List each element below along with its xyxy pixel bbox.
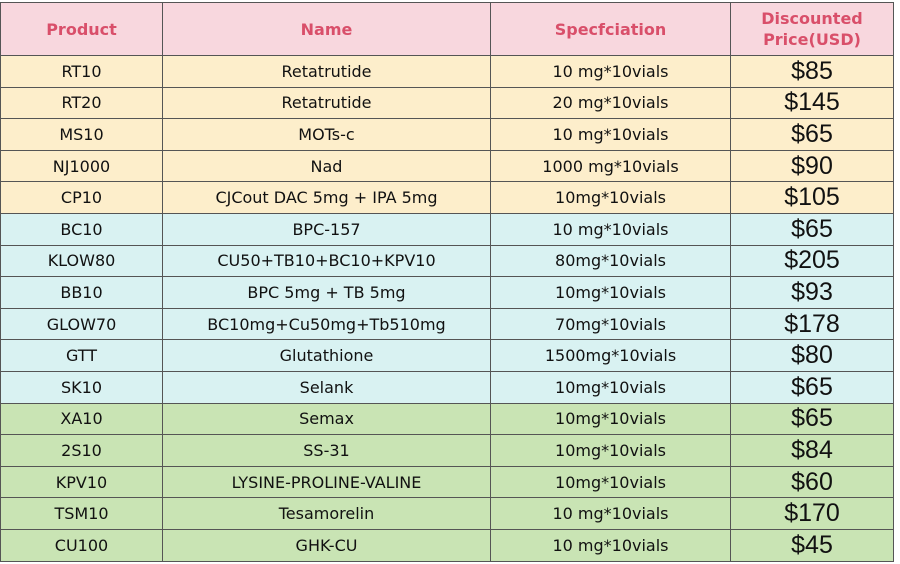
product-name: Retatrutide (162, 55, 491, 88)
price: $65 (730, 212, 894, 246)
price: $84 (730, 434, 894, 467)
price: $65 (730, 402, 894, 436)
product-code: TSM10 (0, 497, 163, 530)
price: $170 (730, 497, 894, 530)
price: $80 (730, 339, 894, 372)
product-name: CU50+TB10+BC10+KPV10 (162, 244, 491, 278)
specification: 10mg*10vials (490, 370, 731, 404)
product-name: BC10mg+Cu50mg+Tb510mg (162, 307, 491, 341)
table-row: SK10 Selank 10mg*10vials $65 (0, 370, 894, 404)
product-name: Nad (162, 149, 491, 183)
product-name: SS-31 (162, 434, 491, 467)
header-cell: Specfciation (490, 2, 731, 56)
table-row: KPV10 LYSINE-PROLINE-VALINE 10mg*10vials $6… (0, 465, 894, 499)
table-row: BB10 BPC 5mg + TB 5mg 10mg*10vials $93 (0, 276, 894, 309)
price: $90 (730, 149, 894, 183)
product-code: BB10 (0, 276, 163, 309)
product-name: Retatrutide (162, 86, 491, 120)
table-row: KLOW80 CU50+TB10+BC10+KPV10 80mg*10vials $2… (0, 244, 894, 278)
product-code: GLOW70 (0, 307, 163, 341)
price: $105 (730, 181, 894, 214)
product-code: GTT (0, 339, 163, 372)
price: $45 (730, 528, 894, 562)
product-name: BPC-157 (162, 212, 491, 246)
table-row: TSM10 Tesamorelin 10 mg*10vials $170 (0, 497, 894, 530)
product-code: RT10 (0, 55, 163, 88)
table-row: BC10 BPC-157 10 mg*10vials $65 (0, 212, 894, 246)
specification: 10 mg*10vials (490, 55, 731, 88)
price: $85 (730, 55, 894, 88)
specification: 10 mg*10vials (490, 528, 731, 562)
table-row: 2S10 SS-31 10mg*10vials $84 (0, 434, 894, 467)
product-code: KPV10 (0, 465, 163, 499)
price: $178 (730, 307, 894, 341)
price: $205 (730, 244, 894, 278)
product-name: MOTs-c (162, 118, 491, 151)
specification: 1500mg*10vials (490, 339, 731, 372)
table-row: GLOW70 BC10mg+Cu50mg+Tb510mg 70mg*10vials $… (0, 307, 894, 341)
specification: 10mg*10vials (490, 402, 731, 436)
table-row: CP10 CJCout DAC 5mg + IPA 5mg 10mg*10vials… (0, 181, 894, 214)
specification: 10mg*10vials (490, 181, 731, 214)
product-code: BC10 (0, 212, 163, 246)
specification: 80mg*10vials (490, 244, 731, 278)
header-cell: Name (162, 2, 491, 56)
product-code: RT20 (0, 86, 163, 120)
price: $65 (730, 370, 894, 404)
product-name: CJCout DAC 5mg + IPA 5mg (162, 181, 491, 214)
table-row: RT20 Retatrutide 20 mg*10vials $145 (0, 86, 894, 120)
price: $145 (730, 86, 894, 120)
product-name: Semax (162, 402, 491, 436)
product-code: 2S10 (0, 434, 163, 467)
product-code: KLOW80 (0, 244, 163, 278)
product-name: Selank (162, 370, 491, 404)
specification: 10mg*10vials (490, 434, 731, 467)
product-name: BPC 5mg + TB 5mg (162, 276, 491, 309)
price: $93 (730, 276, 894, 309)
table-row: CU100 GHK-CU 10 mg*10vials $45 (0, 528, 894, 562)
product-name: LYSINE-PROLINE-VALINE (162, 465, 491, 499)
specification: 10 mg*10vials (490, 118, 731, 151)
specification: 10 mg*10vials (490, 497, 731, 530)
specification: 20 mg*10vials (490, 86, 731, 120)
table-row: NJ1000 Nad 1000 mg*10vials $90 (0, 149, 894, 183)
specification: 10mg*10vials (490, 465, 731, 499)
product-name: Glutathione (162, 339, 491, 372)
product-name: GHK-CU (162, 528, 491, 562)
specification: 10 mg*10vials (490, 212, 731, 246)
table-row: GTT Glutathione 1500mg*10vials $80 (0, 339, 894, 372)
header-cell: Product (0, 2, 163, 56)
product-code: SK10 (0, 370, 163, 404)
header-row: Product Name Specfciation Discounted Price(… (0, 2, 894, 56)
header-cell: Discounted Price(USD) (730, 2, 894, 56)
table-body: RT10 Retatrutide 10 mg*10vials $85 RT20 Retat… (0, 55, 894, 562)
product-code: NJ1000 (0, 149, 163, 183)
table-row: MS10 MOTs-c 10 mg*10vials $65 (0, 118, 894, 151)
product-code: CU100 (0, 528, 163, 562)
specification: 10mg*10vials (490, 276, 731, 309)
specification: 70mg*10vials (490, 307, 731, 341)
product-code: MS10 (0, 118, 163, 151)
product-name: Tesamorelin (162, 497, 491, 530)
product-code: XA10 (0, 402, 163, 436)
product-code: CP10 (0, 181, 163, 214)
specification: 1000 mg*10vials (490, 149, 731, 183)
table-row: XA10 Semax 10mg*10vials $65 (0, 402, 894, 436)
price: $65 (730, 118, 894, 151)
table-row: RT10 Retatrutide 10 mg*10vials $85 (0, 55, 894, 88)
price: $60 (730, 465, 894, 499)
